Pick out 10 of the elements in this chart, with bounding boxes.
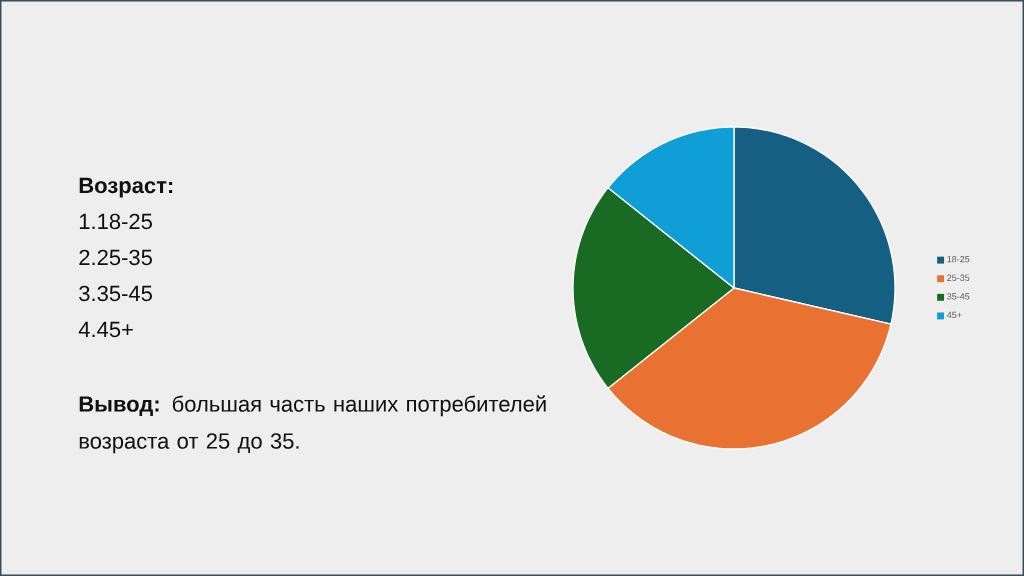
text: 2.25-35 [79, 249, 152, 266]
legend-label: 45+ [946, 311, 962, 319]
legend-label: 35-45 [947, 293, 970, 300]
text: Возраст: [79, 177, 173, 198]
legend-label: 25-35 [947, 274, 970, 281]
text: Вывод: большая часть наших потребителей возраста от 25 до 35. [79, 395, 546, 454]
legend-label: 18-25 [947, 255, 970, 263]
text: 4.45+ [78, 321, 133, 338]
text: 1.18-25 [79, 213, 152, 230]
text: 3.35-45 [79, 285, 152, 302]
